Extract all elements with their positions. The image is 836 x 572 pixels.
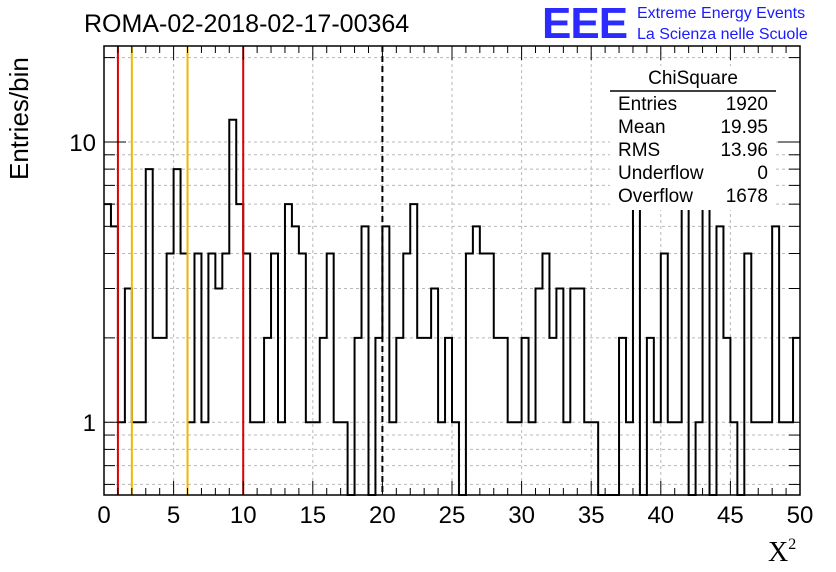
logo-line-2: La Scienza nelle Scuole [637, 26, 808, 43]
y-tick-label: 1 [83, 410, 96, 437]
stats-title: ChiSquare [648, 68, 738, 89]
x-tick-label: 25 [439, 502, 466, 529]
stats-box [610, 66, 776, 210]
stats-row-label: Entries [618, 94, 677, 115]
logo-line-1: Extreme Energy Events [637, 5, 806, 22]
stats-row-label: RMS [618, 140, 660, 161]
x-tick-label: 50 [787, 502, 814, 529]
stats-row-label: Underflow [618, 163, 704, 184]
x-tick-label: 30 [508, 502, 535, 529]
x-tick-label: 15 [299, 502, 326, 529]
stats-row-label: Overflow [618, 186, 693, 207]
x-axis-label: X2 [768, 536, 796, 569]
x-tick-label: 20 [369, 502, 396, 529]
stats-row-value: 19.95 [720, 117, 768, 138]
stats-row-value: 1678 [726, 186, 768, 207]
x-tick-label: 35 [578, 502, 605, 529]
x-tick-label: 45 [717, 502, 744, 529]
x-axis-label-base: X [768, 537, 789, 568]
chart-title: ROMA-02-2018-02-17-00364 [84, 10, 410, 38]
x-tick-label: 5 [167, 502, 180, 529]
x-tick-label: 0 [97, 502, 110, 529]
stats-row-label: Mean [618, 117, 666, 138]
x-tick-label: 40 [647, 502, 674, 529]
stats-row-value: 13.96 [720, 140, 768, 161]
y-tick-label: 10 [69, 130, 96, 157]
stats-row-value: 1920 [726, 94, 768, 115]
stats-row-value: 0 [757, 163, 768, 184]
logo-mark: EEE [542, 0, 628, 48]
eee-logo: EEE Extreme Energy Events La Scienza nel… [542, 2, 832, 46]
x-tick-label: 10 [230, 502, 257, 529]
x-axis-label-sup: 2 [788, 536, 797, 553]
histogram-line [104, 118, 800, 496]
